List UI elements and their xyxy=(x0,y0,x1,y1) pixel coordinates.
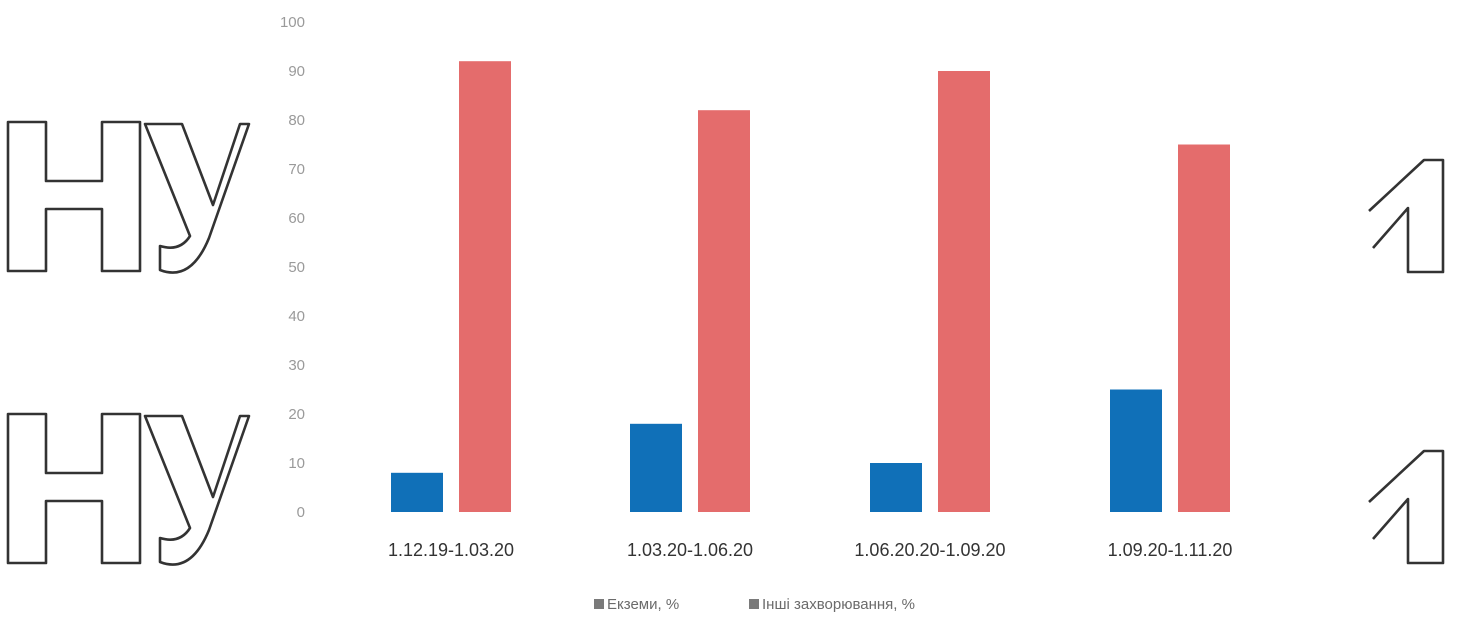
y-axis: 0 10 20 30 40 50 60 70 80 90 100 xyxy=(280,14,305,521)
legend: Екземи, % Інші захворювання, % xyxy=(594,596,915,613)
bars xyxy=(391,61,1230,512)
x-tick-label: 1.12.19-1.03.20 xyxy=(388,540,514,560)
legend-swatch xyxy=(749,599,759,609)
legend-label: Екземи, % xyxy=(607,596,679,613)
bar-other-1 xyxy=(459,61,511,512)
x-tick-label: 1.09.20-1.11.20 xyxy=(1108,540,1233,560)
legend-swatch xyxy=(594,599,604,609)
y-tick-label: 80 xyxy=(288,112,305,129)
y-tick-label: 60 xyxy=(288,210,305,227)
y-tick-label: 30 xyxy=(288,357,305,374)
bar-eczema-3 xyxy=(870,463,922,512)
y-tick-label: 0 xyxy=(297,504,305,521)
y-tick-label: 40 xyxy=(288,308,305,325)
y-tick-label: 70 xyxy=(288,161,305,178)
watermark-left-upper xyxy=(6,120,251,274)
watermark-left-lower xyxy=(6,412,251,566)
watermark-right-lower xyxy=(1368,449,1445,565)
y-tick-label: 100 xyxy=(280,14,305,31)
bar-eczema-1 xyxy=(391,472,443,512)
watermark-right-upper xyxy=(1368,158,1445,274)
y-tick-label: 10 xyxy=(288,455,305,472)
bar-eczema-4 xyxy=(1110,389,1162,512)
y-tick-label: 20 xyxy=(288,406,305,423)
y-tick-label: 90 xyxy=(288,63,305,80)
x-axis: 1.12.19-1.03.20 1.03.20-1.06.20 1.06.20.20… xyxy=(388,540,1232,560)
x-tick-label: 1.06.20.20-1.09.20 xyxy=(854,540,1005,560)
bar-other-2 xyxy=(698,110,750,512)
bar-eczema-2 xyxy=(630,423,682,512)
y-tick-label: 50 xyxy=(288,259,305,276)
bar-other-4 xyxy=(1178,144,1230,512)
bar-other-3 xyxy=(938,71,990,512)
x-tick-label: 1.03.20-1.06.20 xyxy=(627,540,753,560)
legend-label: Інші захворювання, % xyxy=(762,596,915,613)
